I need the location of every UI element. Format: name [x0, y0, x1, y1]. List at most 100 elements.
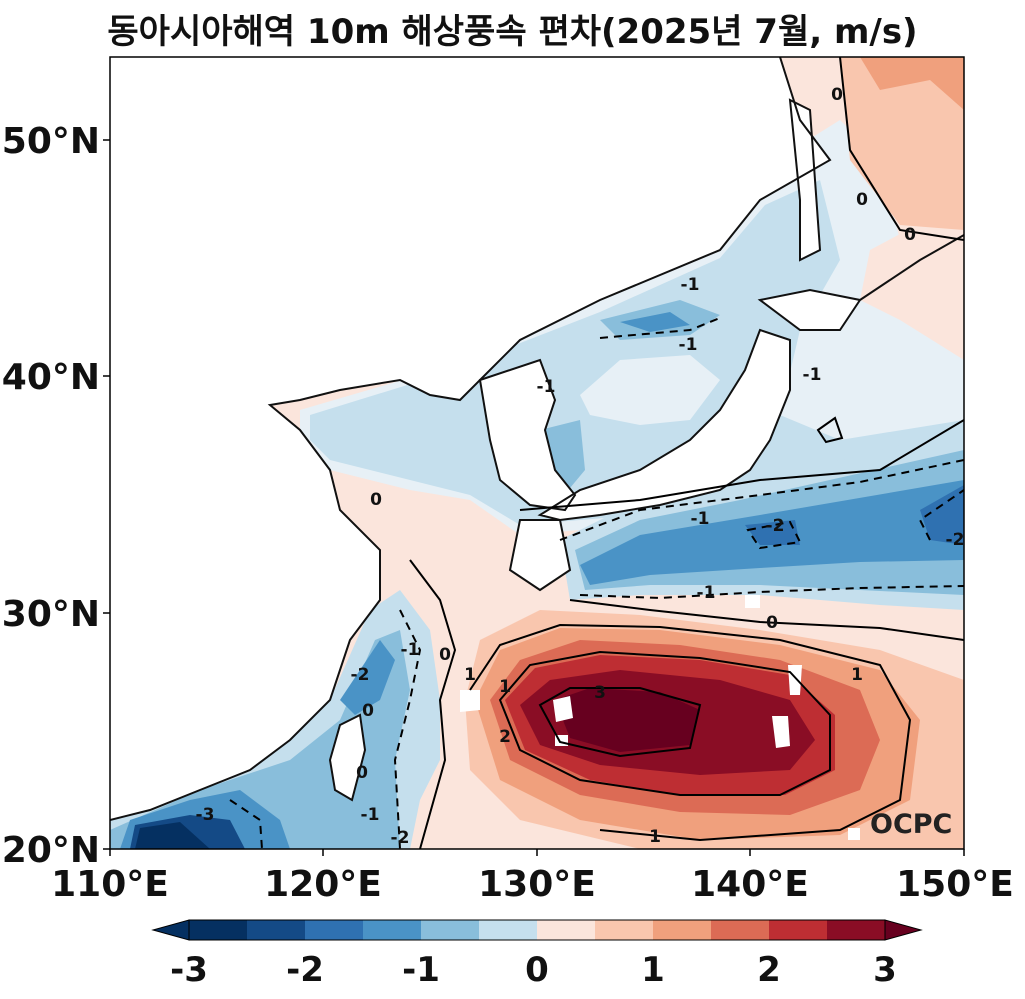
coastline	[859, 234, 964, 301]
contour-plus2	[498, 650, 831, 796]
contour-minus1	[579, 585, 964, 600]
lon-tick-label: 140°E	[691, 864, 809, 905]
coastline	[537, 328, 791, 522]
coastline	[478, 358, 577, 512]
contour-plus1	[469, 623, 912, 842]
lon-tick-label: 130°E	[478, 864, 596, 905]
colorbar-swatch	[537, 920, 596, 940]
contour-label: 0	[439, 645, 451, 665]
contour-label: 2	[499, 727, 511, 747]
north-pacific-fill	[840, 57, 964, 230]
colorbar-tick-label: 3	[873, 950, 897, 990]
scs-fill	[135, 822, 210, 849]
japan-hokkaido	[760, 290, 860, 330]
colorbar	[151, 919, 923, 941]
contour-label: 1	[499, 677, 511, 697]
ryukyu-patch	[460, 690, 480, 712]
contour-minus2	[918, 489, 964, 541]
contour-label: 0	[356, 763, 368, 783]
contour-label: 0	[370, 490, 382, 510]
contour-label: 0	[904, 225, 916, 245]
contour-plus3	[538, 687, 702, 758]
contour-zero	[409, 559, 457, 849]
island-patch	[745, 595, 760, 608]
colorbar-swatch	[363, 920, 422, 940]
contour-minus1	[599, 317, 721, 339]
contour-label: 1	[464, 665, 476, 685]
contour-label: 0	[856, 190, 868, 210]
contour-label: -2	[946, 530, 965, 550]
japan-honshu	[540, 330, 790, 520]
contour-zero	[839, 57, 964, 241]
lon-tick-label: 110°E	[51, 864, 169, 905]
coastline	[788, 98, 822, 262]
korean-peninsula	[480, 360, 575, 510]
contour-label: -3	[196, 805, 215, 825]
contour-zero	[519, 419, 964, 511]
lat-tick-label: 20°N	[2, 830, 100, 871]
colorbar-swatch	[769, 920, 828, 940]
contour-label: -2	[766, 516, 785, 536]
lat-tick-label: 30°N	[2, 594, 100, 635]
contour-label: -1	[691, 509, 710, 529]
contour-label: -1	[361, 805, 380, 825]
coastlines	[110, 57, 964, 821]
colorbar-swatch	[421, 920, 480, 940]
ocpc-watermark: OCPC	[870, 809, 952, 840]
colorbar-swatch	[711, 920, 770, 940]
island-patch	[788, 665, 802, 695]
colorbar-tick-label: 1	[641, 950, 665, 990]
colorbar-tick-label: 2	[757, 950, 781, 990]
coastline	[110, 57, 832, 821]
coastline	[508, 519, 572, 592]
taiwan-strait-fill	[110, 630, 410, 849]
colorbar-tick-label: -1	[402, 950, 440, 990]
taiwan-island	[330, 715, 365, 800]
contour-label: 0	[362, 701, 374, 721]
contour-label: 0	[831, 85, 843, 105]
contour-label: -1	[681, 275, 700, 295]
contour-label: -1	[697, 583, 716, 603]
colorbar-swatch	[305, 920, 364, 940]
island-patch	[553, 696, 573, 722]
contour-label: -1	[537, 377, 556, 397]
colorbar-frame	[188, 919, 886, 941]
north-sea-fill	[310, 180, 964, 525]
colorbar-ticks: -3 -2 -1 0 1 2 3	[170, 950, 897, 990]
map-title: 동아시아해역 10m 해상풍속 편차(2025년 7월, m/s)	[107, 12, 918, 52]
contour-label: -1	[401, 640, 420, 660]
north-pacific-fill	[860, 57, 964, 110]
colorbar-swatch	[479, 920, 538, 940]
island-patch	[772, 716, 790, 748]
colorbar-tick-label: -2	[286, 950, 324, 990]
island-patch	[848, 828, 860, 840]
pacific-band-fill	[920, 485, 964, 545]
colorbar-swatch	[827, 920, 886, 940]
lat-tick-label: 40°N	[2, 357, 100, 398]
colorbar-extend-low	[151, 919, 190, 941]
east-sea-fill	[580, 355, 720, 425]
coastline	[328, 713, 367, 802]
colorbar-swatch	[247, 920, 306, 940]
colorbar-swatch	[189, 920, 248, 940]
contour-minus1	[393, 609, 422, 849]
contour-label: 1	[851, 665, 863, 685]
sakhalin	[790, 100, 820, 260]
contour-zero	[569, 599, 964, 641]
contour-zero	[816, 416, 844, 444]
contour-label: -1	[679, 335, 698, 355]
lat-tick-label: 50°N	[2, 121, 100, 162]
contour-label: 0	[766, 613, 778, 633]
colorbar-extend-high	[884, 919, 923, 941]
colorbar-tick-label: -3	[170, 950, 208, 990]
contour-label: -2	[391, 828, 410, 848]
contour-label: 1	[649, 827, 661, 847]
north-pacific-fill	[860, 200, 964, 360]
lon-tick-label: 120°E	[264, 864, 382, 905]
colorbar-swatch	[653, 920, 712, 940]
positive-core-fill	[555, 688, 700, 752]
contour-minus2	[746, 520, 802, 550]
contour-lines	[229, 57, 964, 849]
lon-axis: 110°E 120°E 130°E 140°E 150°E	[51, 849, 1014, 905]
